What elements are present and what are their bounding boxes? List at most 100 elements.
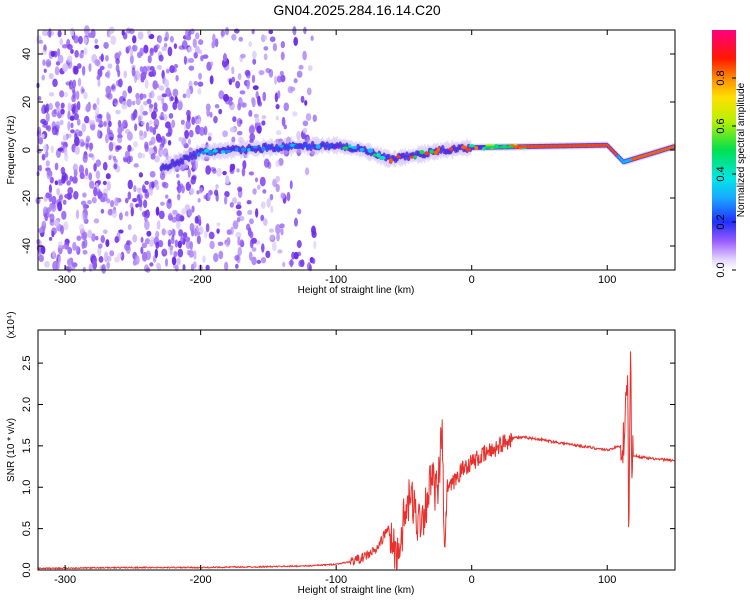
noise-blob — [45, 192, 51, 199]
noise-blob — [118, 51, 122, 56]
noise-blob — [45, 125, 50, 131]
noise-blob — [67, 110, 71, 120]
spectrogram-y-tick-label: 40 — [21, 48, 33, 60]
noise-blob — [231, 76, 236, 83]
noise-blob — [297, 208, 302, 215]
noise-blob — [52, 250, 56, 259]
spectrogram-x-tick-label: -200 — [190, 274, 212, 286]
noise-blob — [209, 240, 215, 250]
noise-blob — [214, 38, 219, 48]
noise-blob — [287, 85, 294, 94]
noise-blob — [67, 246, 73, 255]
noise-blob — [304, 100, 308, 106]
noise-blob — [58, 181, 63, 186]
noise-blob — [48, 73, 54, 80]
noise-blob — [280, 192, 286, 200]
noise-blob — [66, 258, 72, 266]
noise-blob — [114, 236, 119, 244]
noise-blob — [102, 121, 107, 127]
noise-blob — [125, 240, 132, 246]
noise-blob — [238, 136, 244, 144]
spectrogram-x-tick-label: 100 — [598, 274, 616, 286]
noise-blob — [191, 229, 195, 237]
ridge-hotspot — [220, 150, 226, 154]
noise-blob — [132, 44, 138, 52]
noise-blob — [236, 210, 242, 217]
snr-y-label: SNR (10 * v/v) — [6, 418, 17, 482]
ridge-hotspot — [326, 143, 333, 148]
noise-blob — [127, 191, 132, 200]
noise-blob — [223, 195, 228, 205]
noise-blob — [158, 210, 165, 220]
noise-blob — [177, 101, 183, 111]
noise-blob — [60, 224, 64, 235]
noise-blob — [61, 44, 68, 49]
noise-blob — [67, 186, 74, 195]
noise-blob — [272, 43, 278, 52]
snr-panel: -300 -200 -100 0 100 0.0 0.5 1.0 1.5 2.0 2.5 Heig… — [6, 311, 676, 596]
noise-blob — [205, 103, 211, 112]
noise-blob — [101, 264, 107, 274]
noise-blob — [45, 112, 50, 123]
noise-blob — [147, 65, 151, 72]
noise-blob — [184, 130, 189, 139]
noise-blob — [139, 47, 144, 57]
noise-blob — [41, 133, 45, 139]
noise-blob — [275, 160, 280, 168]
noise-blob — [261, 120, 266, 126]
snr-frame — [37, 329, 676, 571]
ridge-hotspot — [351, 146, 358, 150]
noise-blob — [127, 144, 132, 152]
noise-blob — [224, 261, 229, 271]
noise-blob — [161, 93, 167, 98]
noise-blob — [261, 243, 265, 253]
noise-blob — [264, 35, 268, 41]
noise-blob — [138, 172, 144, 178]
ridge-hotspot — [279, 144, 284, 148]
ridge-hotspot — [468, 144, 476, 148]
noise-blob — [124, 150, 131, 158]
noise-blob — [162, 147, 169, 157]
noise-blob — [196, 190, 200, 195]
noise-blob — [162, 114, 168, 122]
noise-blob — [236, 168, 240, 173]
noise-blob — [126, 98, 133, 108]
noise-blob — [261, 114, 267, 120]
noise-blob — [51, 230, 55, 238]
noise-blob — [76, 235, 82, 241]
noise-blob — [175, 74, 179, 82]
noise-blob — [57, 30, 62, 38]
noise-blob — [269, 234, 275, 241]
noise-blob — [187, 138, 192, 145]
noise-blob — [161, 46, 167, 52]
noise-blob — [77, 77, 82, 87]
noise-blob — [148, 120, 153, 125]
noise-blob — [186, 249, 191, 256]
noise-blob — [182, 232, 188, 238]
noise-blob — [91, 196, 97, 204]
noise-blob — [216, 228, 220, 234]
noise-blob — [51, 195, 57, 205]
noise-blob — [311, 225, 316, 236]
noise-blob — [183, 164, 189, 169]
noise-blob — [78, 164, 85, 175]
noise-blob — [283, 102, 290, 112]
noise-blob — [161, 97, 165, 105]
noise-blob — [255, 208, 259, 218]
noise-blob — [280, 74, 286, 83]
noise-blob — [162, 102, 168, 112]
noise-blob — [168, 112, 174, 119]
noise-blob — [296, 70, 303, 78]
ridge-hotspot — [286, 144, 290, 150]
noise-blob — [67, 55, 73, 63]
noise-blob — [106, 111, 110, 120]
noise-blob — [99, 120, 103, 125]
noise-blob — [132, 100, 136, 106]
noise-blob — [312, 114, 317, 123]
noise-blob — [237, 236, 241, 246]
ridge-hotspot — [261, 146, 266, 152]
noise-blob — [149, 125, 154, 133]
noise-blob — [140, 120, 146, 126]
noise-blob — [248, 125, 255, 135]
